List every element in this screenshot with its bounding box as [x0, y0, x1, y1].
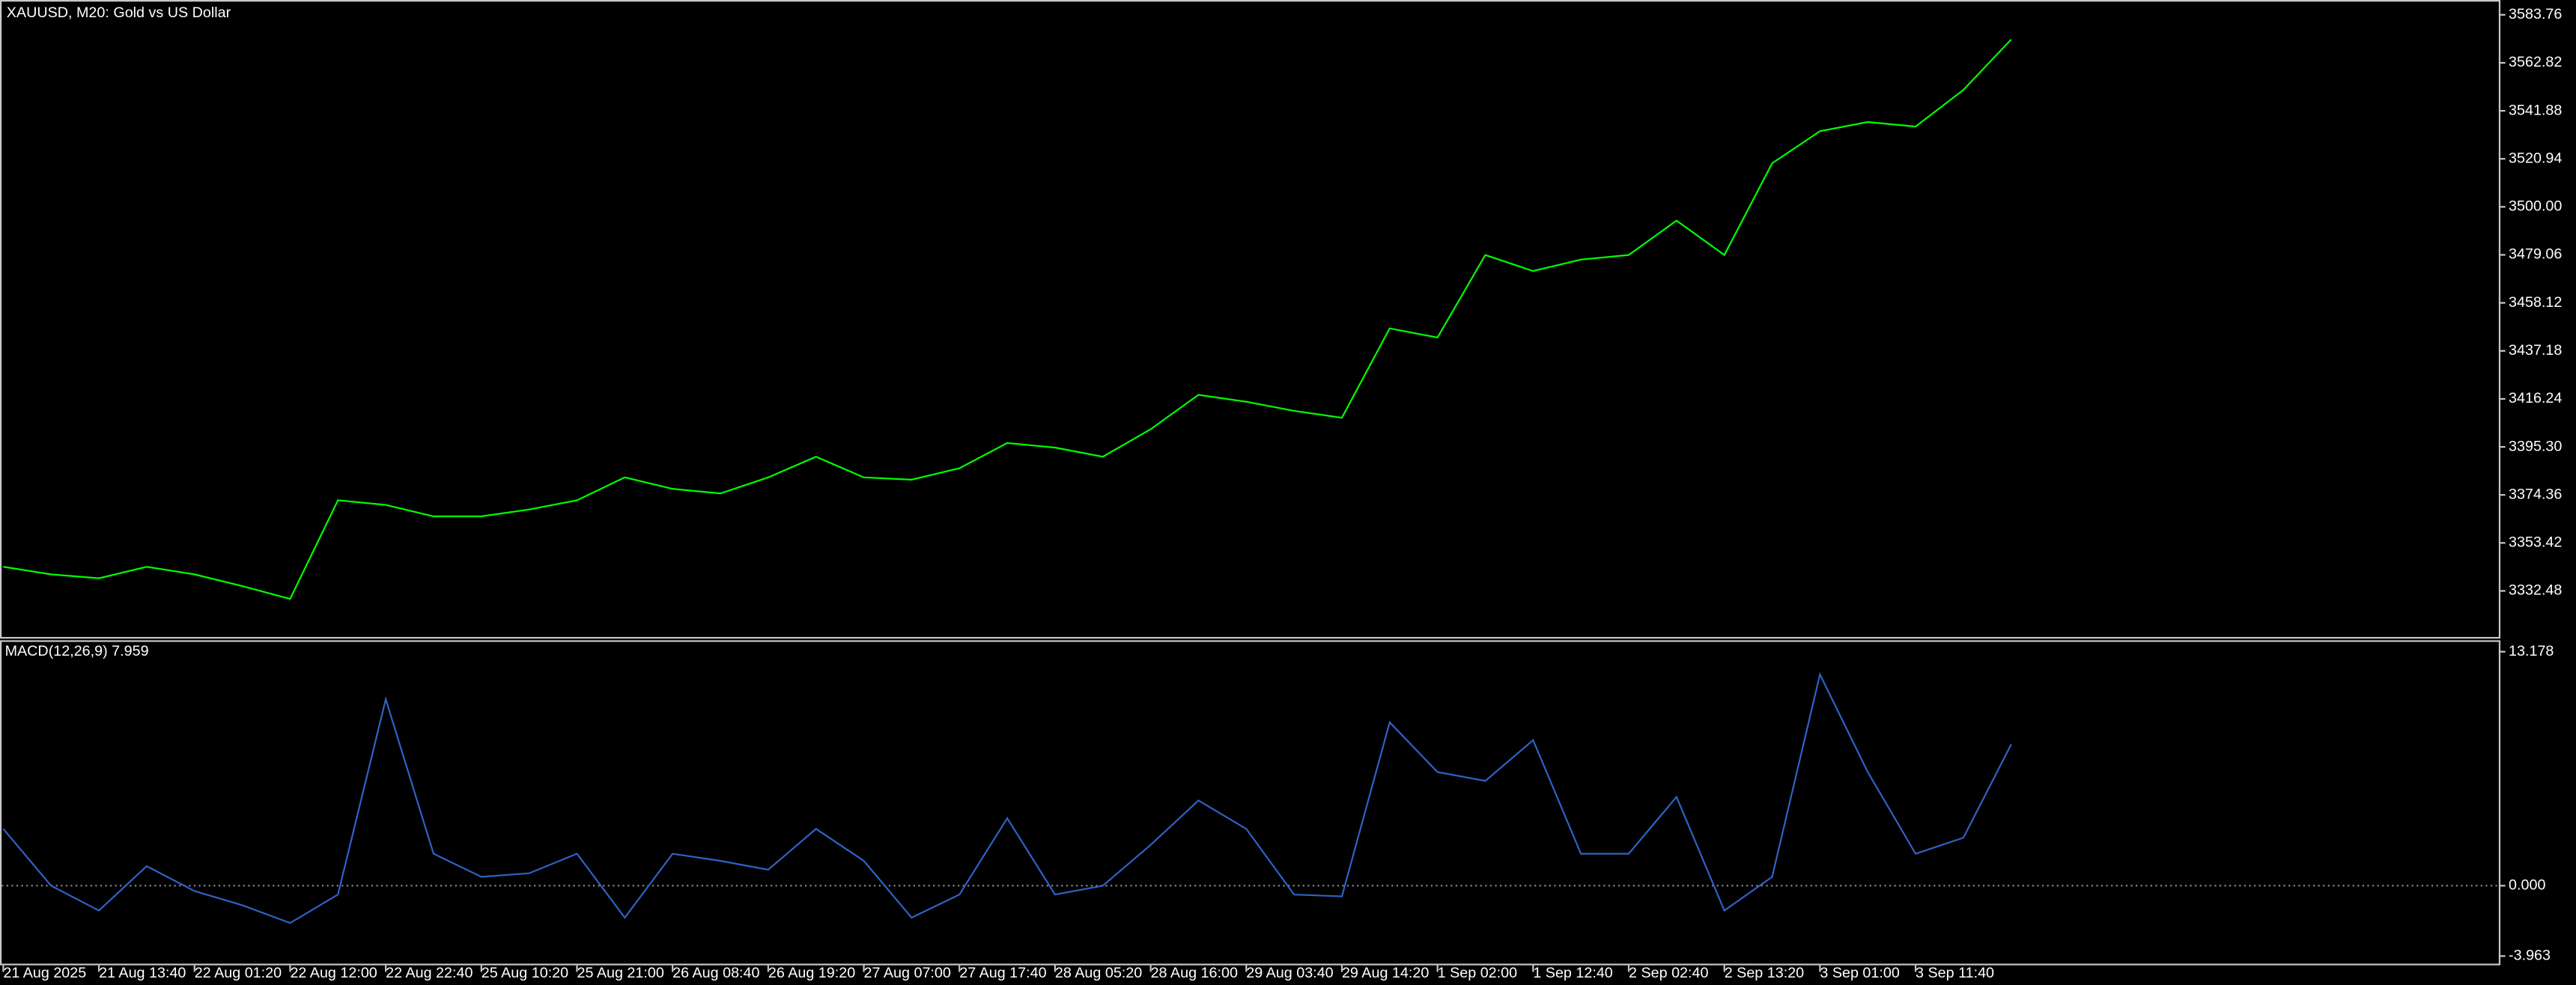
- x-tick-label: 21 Aug 13:40: [99, 965, 186, 981]
- y-tick-label: 3374.36: [2509, 486, 2562, 502]
- x-tick-label: 3 Sep 01:00: [1820, 965, 1899, 981]
- x-tick-label: 27 Aug 07:00: [864, 965, 951, 981]
- y-tick-label: 3353.42: [2509, 534, 2562, 551]
- y-tick-label: 13.178: [2509, 643, 2554, 659]
- x-tick-label: 29 Aug 14:20: [1342, 965, 1429, 981]
- y-tick-label: 3416.24: [2509, 390, 2562, 406]
- x-tick-label: 28 Aug 16:00: [1151, 965, 1238, 981]
- x-tick-label: 28 Aug 05:20: [1055, 965, 1142, 981]
- series-line: [2, 671, 2012, 924]
- series-line: [3, 38, 2012, 600]
- x-tick-label: 2 Sep 02:40: [1629, 965, 1708, 981]
- y-tick-label: 3583.76: [2509, 6, 2562, 22]
- y-tick-label: -3.963: [2509, 948, 2551, 964]
- y-tick-label: 3500.00: [2509, 198, 2562, 215]
- x-tick-label: 21 Aug 2025: [3, 965, 86, 981]
- x-tick-label: 26 Aug 19:20: [768, 965, 855, 981]
- x-tick-label: 22 Aug 12:00: [290, 965, 377, 981]
- macd-pane-frame: [0, 640, 2501, 966]
- y-tick-label: 3332.48: [2509, 582, 2562, 599]
- x-tick-label: 26 Aug 08:40: [672, 965, 759, 981]
- x-tick-label: 2 Sep 13:20: [1725, 965, 1804, 981]
- x-tick-label: 22 Aug 22:40: [386, 965, 473, 981]
- y-tick-label: 3437.18: [2509, 342, 2562, 359]
- x-tick-label: 22 Aug 01:20: [195, 965, 282, 981]
- chart-title: XAUUSD, M20: Gold vs US Dollar: [7, 4, 231, 21]
- y-tick-label: 0.000: [2509, 877, 2545, 894]
- x-tick-label: 1 Sep 12:40: [1533, 965, 1612, 981]
- y-tick-label: 3520.94: [2509, 150, 2562, 166]
- y-tick-label: 3541.88: [2509, 102, 2562, 118]
- y-tick-label: 3395.30: [2509, 438, 2562, 454]
- y-tick-label: 3458.12: [2509, 294, 2562, 311]
- indicator-title: MACD(12,26,9) 7.959: [5, 643, 149, 659]
- x-tick-label: 1 Sep 02:00: [1438, 965, 1517, 981]
- price-pane-frame: [0, 0, 2501, 639]
- x-tick-label: 27 Aug 17:40: [959, 965, 1046, 981]
- y-tick-label: 3479.06: [2509, 246, 2562, 263]
- x-tick-label: 3 Sep 11:40: [1916, 965, 1994, 981]
- x-tick-label: 25 Aug 21:00: [577, 965, 663, 981]
- x-tick-label: 25 Aug 10:20: [482, 965, 568, 981]
- x-tick-label: 29 Aug 03:40: [1246, 965, 1333, 981]
- y-tick-label: 3562.82: [2509, 54, 2562, 70]
